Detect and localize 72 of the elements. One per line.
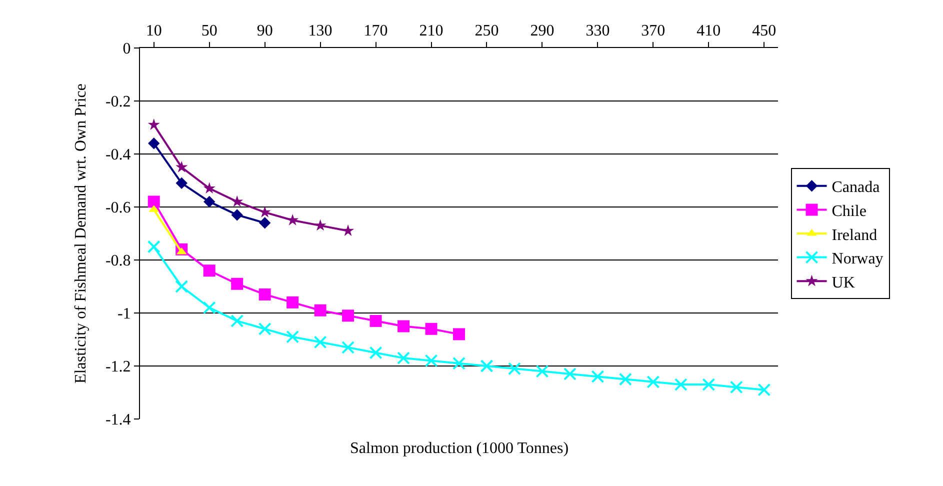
point bbox=[398, 320, 410, 332]
legend-label: UK bbox=[832, 274, 856, 292]
point bbox=[453, 328, 465, 340]
point bbox=[342, 340, 355, 354]
y-tick-label: -0.2 bbox=[105, 94, 131, 111]
point bbox=[314, 304, 326, 316]
point bbox=[397, 352, 410, 365]
point bbox=[148, 196, 160, 208]
x-tick-label: 10 bbox=[146, 22, 162, 40]
point bbox=[286, 330, 300, 344]
point bbox=[176, 160, 188, 172]
point bbox=[369, 346, 382, 360]
y-tick-label: 0 bbox=[122, 40, 131, 58]
x-tick-label: 130 bbox=[308, 22, 332, 40]
point bbox=[342, 310, 354, 322]
x-tick-label: 50 bbox=[201, 22, 218, 40]
point bbox=[563, 367, 576, 380]
x-axis-title: Salmon production (1000 Tonnes) bbox=[350, 440, 569, 457]
y-tick-label: -1.4 bbox=[105, 412, 131, 429]
x-tick-label: 250 bbox=[474, 22, 499, 40]
point bbox=[147, 240, 160, 254]
point bbox=[175, 280, 188, 293]
point bbox=[258, 288, 271, 300]
point bbox=[342, 224, 354, 236]
point bbox=[148, 138, 160, 150]
point bbox=[231, 195, 244, 207]
point bbox=[591, 370, 604, 384]
point bbox=[230, 314, 244, 328]
point bbox=[480, 360, 494, 372]
point bbox=[203, 182, 216, 194]
point bbox=[370, 314, 382, 327]
x-tick-label: 450 bbox=[752, 22, 776, 40]
point bbox=[203, 264, 216, 277]
x-tick-label: 330 bbox=[586, 22, 610, 40]
point bbox=[231, 278, 244, 290]
point bbox=[204, 196, 216, 208]
point bbox=[425, 322, 438, 335]
x-tick-label: 410 bbox=[696, 22, 721, 40]
y-tick-label: -1 bbox=[117, 306, 131, 323]
point bbox=[758, 383, 771, 396]
point bbox=[702, 378, 716, 392]
y-tick-label: -0.8 bbox=[105, 252, 131, 270]
point bbox=[148, 118, 160, 130]
y-axis-title: Elasticity of Fishmeal Demand wrt. Own Price bbox=[72, 84, 90, 384]
point bbox=[176, 177, 188, 189]
point bbox=[286, 296, 299, 308]
legend-label: Canada bbox=[832, 179, 880, 196]
point bbox=[452, 356, 466, 370]
x-tick-label: 210 bbox=[419, 22, 444, 40]
point bbox=[674, 378, 688, 392]
point bbox=[730, 380, 743, 394]
y-tick-label: -0.4 bbox=[105, 146, 131, 164]
point bbox=[231, 209, 243, 221]
point bbox=[618, 372, 632, 386]
point bbox=[202, 301, 216, 314]
x-tick-label: 90 bbox=[256, 22, 273, 40]
point bbox=[646, 375, 660, 388]
point bbox=[424, 354, 438, 368]
point bbox=[508, 362, 521, 376]
point bbox=[536, 364, 549, 378]
x-tick-label: 170 bbox=[364, 22, 388, 40]
legend-label: Norway bbox=[832, 250, 884, 268]
y-tick-label: -1.2 bbox=[105, 358, 131, 376]
x-tick-label: 290 bbox=[530, 22, 554, 40]
legend-label: Chile bbox=[832, 202, 866, 220]
legend-label: Ireland bbox=[832, 226, 878, 244]
x-tick-label: 370 bbox=[641, 22, 666, 40]
point bbox=[258, 217, 271, 229]
point bbox=[314, 219, 326, 231]
point bbox=[258, 322, 272, 336]
point bbox=[314, 336, 327, 349]
y-tick-label: -0.6 bbox=[105, 200, 131, 217]
